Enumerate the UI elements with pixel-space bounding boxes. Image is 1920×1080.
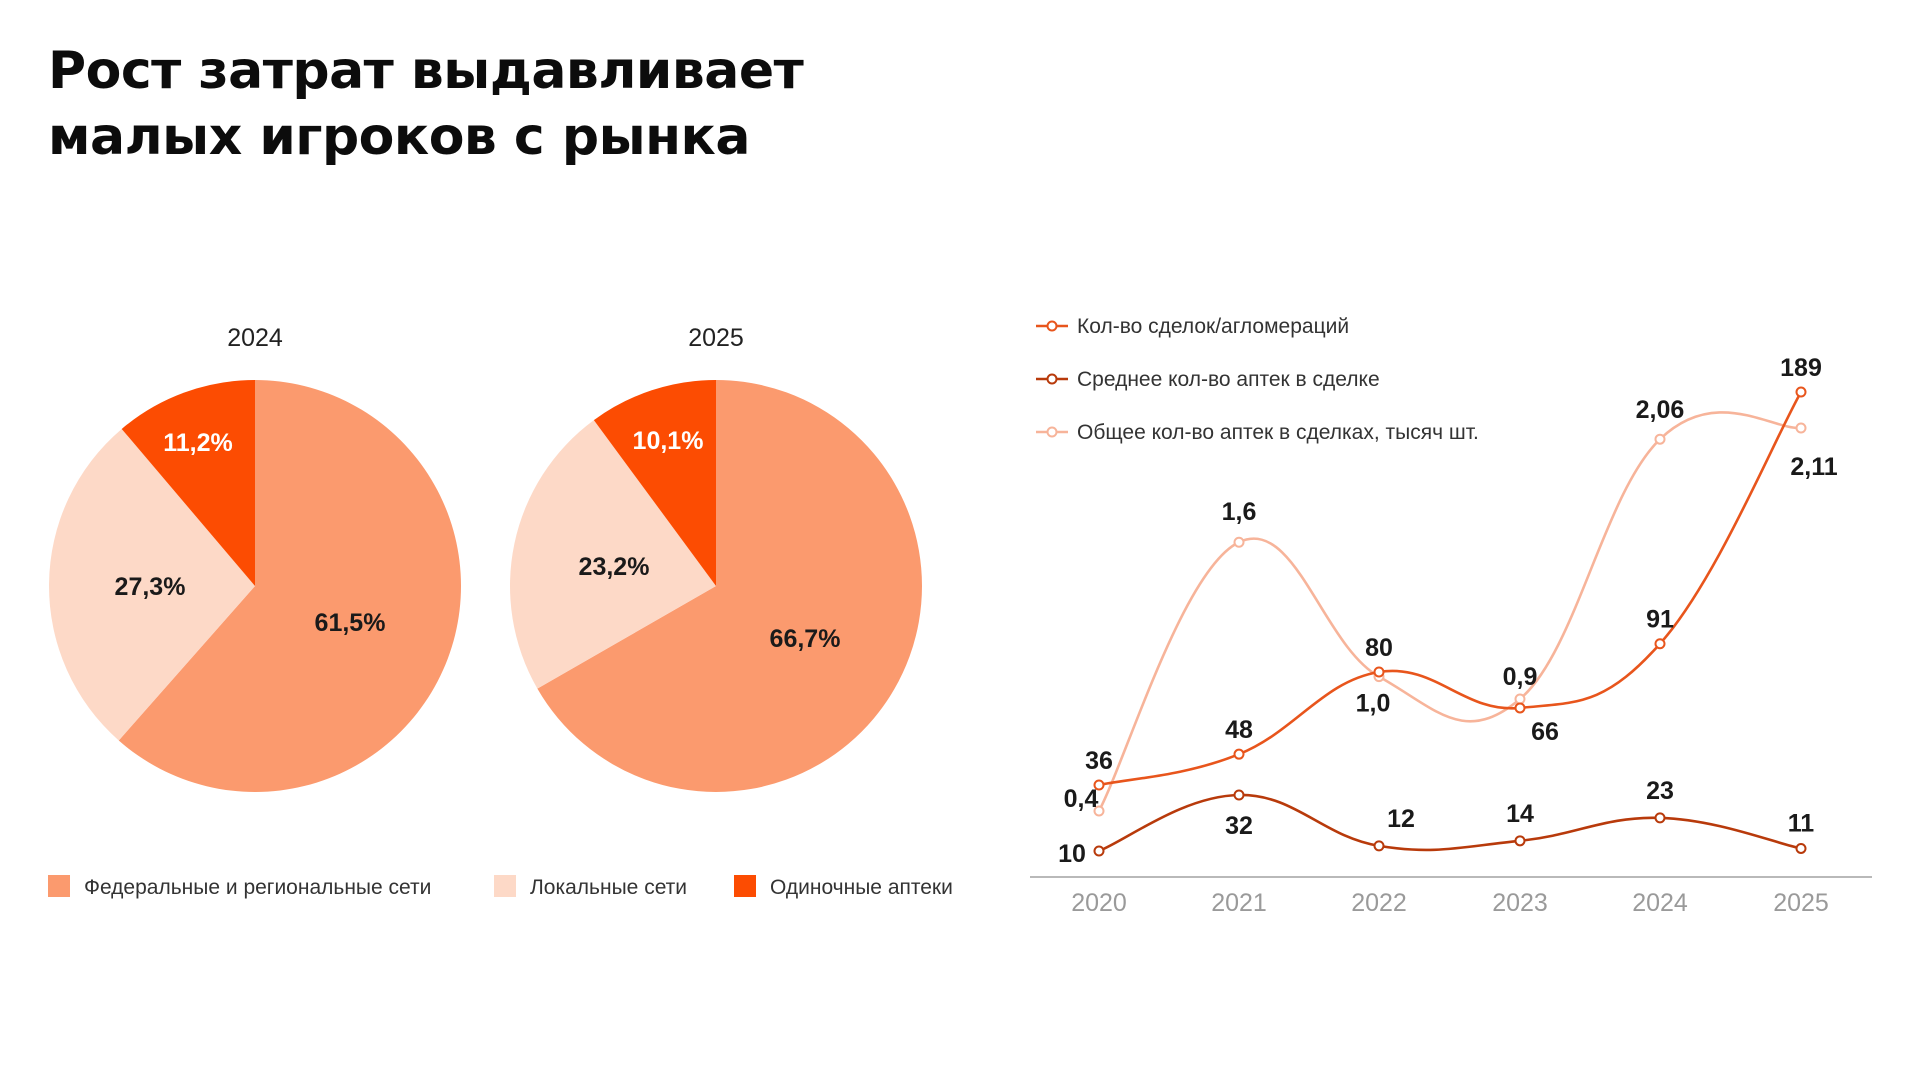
- pie-label-single-pharmacies: 10,1%: [633, 427, 704, 455]
- pie-legend: Федеральные и региональные сети Локальные…: [48, 875, 953, 899]
- legend-label-single-pharmacies: Одиночные аптеки: [770, 876, 953, 899]
- line-legend: Кол-во сделок/агломераций Среднее кол-во …: [1036, 315, 1479, 444]
- line-legend-marker: [1046, 373, 1058, 385]
- pie-slice-local-chains: [509, 420, 716, 689]
- data-point: [1514, 693, 1526, 705]
- pie-label-federal-chains: 66,7%: [770, 625, 841, 653]
- line-chart: 2020 2021 2022 2023 2024 2025 0,4 1,6 1,0 0,9 2,06…: [1030, 354, 1872, 917]
- page-title: Рост затрат выдавливает малых игроков с …: [48, 38, 804, 170]
- legend-label-local-chains: Локальные сети: [530, 876, 687, 899]
- data-label: 32: [1225, 812, 1253, 840]
- pie-chart-2025: 2025 66,7% 23,2% 10,1%: [509, 324, 922, 792]
- pie-slice-local-chains: [49, 428, 255, 741]
- data-label: 91: [1646, 606, 1674, 634]
- legend-swatch-federal-chains: [48, 875, 70, 897]
- data-label: 14: [1506, 800, 1534, 828]
- data-point: [1795, 386, 1807, 398]
- data-label: 10: [1058, 840, 1086, 868]
- data-label: 66: [1531, 718, 1559, 746]
- data-point: [1233, 536, 1245, 548]
- data-point: [1233, 748, 1245, 760]
- series-deals-count: 36 48 80 66 91 189: [1085, 354, 1822, 791]
- data-point: [1093, 845, 1105, 857]
- data-point: [1654, 812, 1666, 824]
- data-point: [1233, 789, 1245, 801]
- line-legend-label-total-pharmacies: Общее кол-во аптек в сделках, тысяч шт.: [1077, 421, 1479, 444]
- series-line: [1097, 411, 1802, 812]
- data-point: [1093, 779, 1105, 791]
- series-total-pharmacies: 0,4 1,6 1,0 0,9 2,06 2,11: [1064, 396, 1838, 817]
- data-label: 11: [1788, 809, 1815, 837]
- series-line: [1098, 793, 1802, 853]
- pie-label-single-pharmacies: 11,2%: [163, 429, 233, 457]
- data-label: 0,9: [1503, 663, 1538, 691]
- x-tick-label: 2025: [1773, 889, 1829, 917]
- data-point: [1093, 805, 1105, 817]
- data-point: [1795, 842, 1807, 854]
- x-tick-label: 2020: [1071, 889, 1127, 917]
- x-tick-label: 2023: [1492, 889, 1548, 917]
- line-legend-marker: [1046, 426, 1058, 438]
- data-point: [1654, 638, 1666, 650]
- pie-slice-federal-chains: [537, 380, 922, 792]
- x-tick-label: 2024: [1632, 889, 1688, 917]
- pie-label-federal-chains: 61,5%: [315, 609, 386, 637]
- pie-slice-single-pharmacies: [121, 380, 256, 586]
- page-title-line-2: малых игроков с рынка: [48, 107, 750, 167]
- line-legend-marker: [1046, 320, 1058, 332]
- pie-label-local-chains: 23,2%: [579, 553, 650, 581]
- data-point: [1373, 666, 1385, 678]
- data-label: 23: [1646, 777, 1674, 805]
- data-label: 36: [1085, 747, 1113, 775]
- data-point: [1654, 433, 1666, 445]
- pie-title: 2025: [688, 324, 744, 352]
- line-legend-label-deals-count: Кол-во сделок/агломераций: [1077, 315, 1349, 338]
- pie-chart-2024: 2024 61,5% 27,3% 11,2%: [49, 324, 462, 792]
- data-label: 2,11: [1790, 453, 1837, 481]
- data-label: 1,0: [1356, 690, 1391, 718]
- data-point: [1514, 702, 1526, 714]
- series-avg-pharmacies-per-deal: 10 32 12 14 23 11: [1058, 777, 1814, 868]
- legend-swatch-local-chains: [494, 875, 516, 897]
- x-tick-label: 2022: [1351, 889, 1407, 917]
- legend-label-federal-chains: Федеральные и региональные сети: [84, 876, 431, 899]
- pie-slice-single-pharmacies: [593, 380, 716, 586]
- data-label: 0,4: [1064, 785, 1099, 813]
- page-title-line-1: Рост затрат выдавливает: [48, 41, 804, 101]
- data-label: 189: [1780, 354, 1822, 382]
- pie-label-local-chains: 27,3%: [115, 573, 186, 601]
- pie-slice-federal-chains: [118, 380, 462, 792]
- legend-swatch-single-pharmacies: [734, 875, 756, 897]
- data-label: 1,6: [1222, 498, 1257, 526]
- data-point: [1795, 422, 1807, 434]
- data-label: 12: [1387, 805, 1415, 833]
- line-legend-label-avg-pharmacies-per-deal: Среднее кол-во аптек в сделке: [1077, 368, 1380, 391]
- pie-title: 2024: [227, 324, 283, 352]
- x-tick-label: 2021: [1211, 889, 1267, 917]
- data-label: 48: [1225, 716, 1253, 744]
- data-point: [1373, 840, 1385, 852]
- series-line: [1098, 391, 1803, 787]
- data-label: 80: [1365, 634, 1393, 662]
- data-label: 2,06: [1636, 396, 1685, 424]
- data-point: [1514, 835, 1526, 847]
